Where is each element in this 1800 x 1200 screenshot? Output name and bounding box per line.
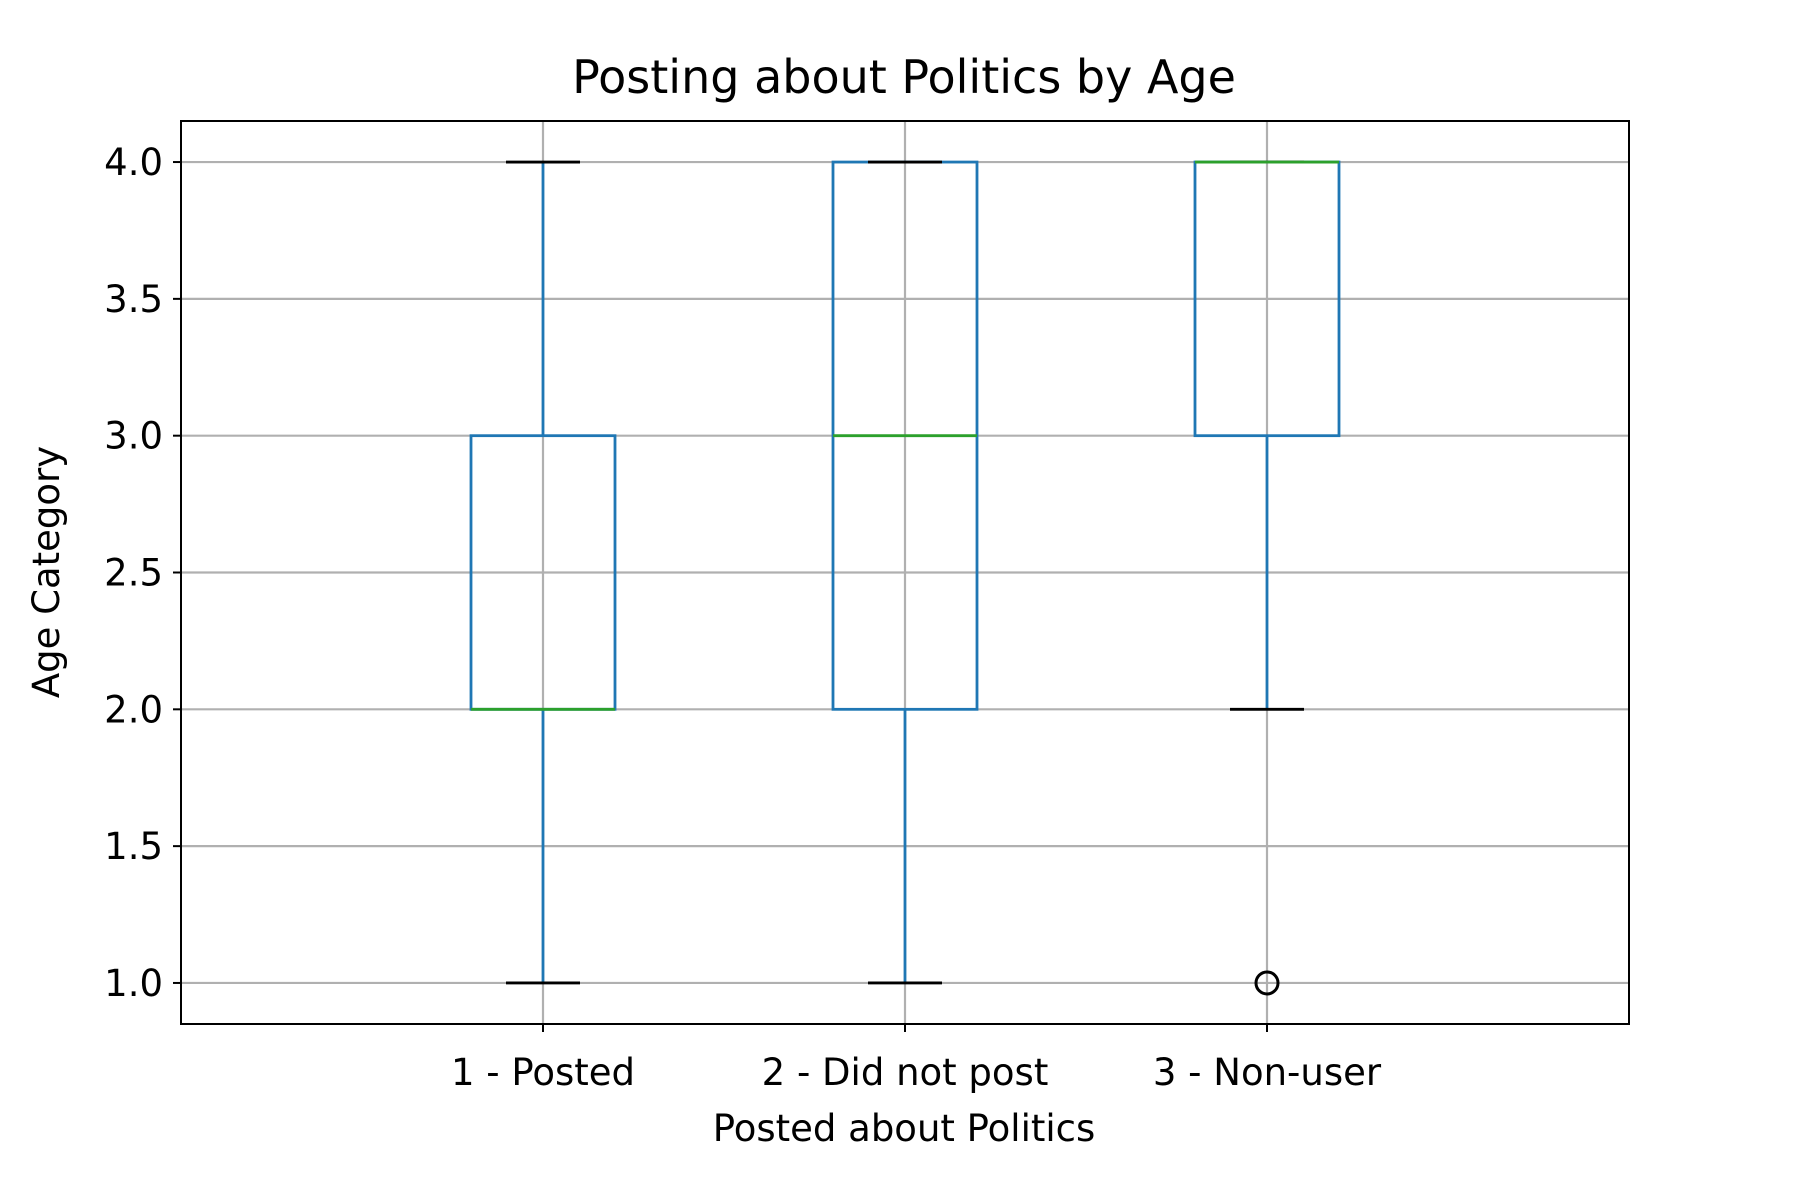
outlier-point: [1254, 970, 1280, 996]
x-tick-label: 2 - Did not post: [762, 1051, 1049, 1094]
y-tick-label: 4.0: [104, 141, 163, 184]
y-tick-label: 1.5: [104, 825, 163, 868]
y-tick-label: 1.0: [104, 962, 163, 1005]
x-tick-label: 3 - Non-user: [1153, 1051, 1382, 1094]
box-group: [1193, 160, 1341, 996]
y-tick-label: 2.0: [104, 688, 163, 731]
chart-title: Posting about Politics by Age: [572, 50, 1236, 104]
x-axis-label: Posted about Politics: [713, 1107, 1096, 1150]
y-tick-label: 2.5: [104, 552, 163, 595]
y-axis-label: Age Category: [25, 446, 68, 698]
box-group: [469, 160, 617, 985]
y-axis: 1.0 1.5 2.0 2.5 3.0 3.5 4.0: [104, 141, 181, 1005]
y-tick-label: 3.0: [104, 415, 163, 458]
x-axis: 1 - Posted 2 - Did not post 3 - Non-user: [451, 1024, 1382, 1094]
y-tick-label: 3.5: [104, 278, 163, 321]
x-tick-label: 1 - Posted: [451, 1051, 635, 1094]
box-series: [469, 160, 1341, 996]
box-group: [831, 160, 979, 985]
